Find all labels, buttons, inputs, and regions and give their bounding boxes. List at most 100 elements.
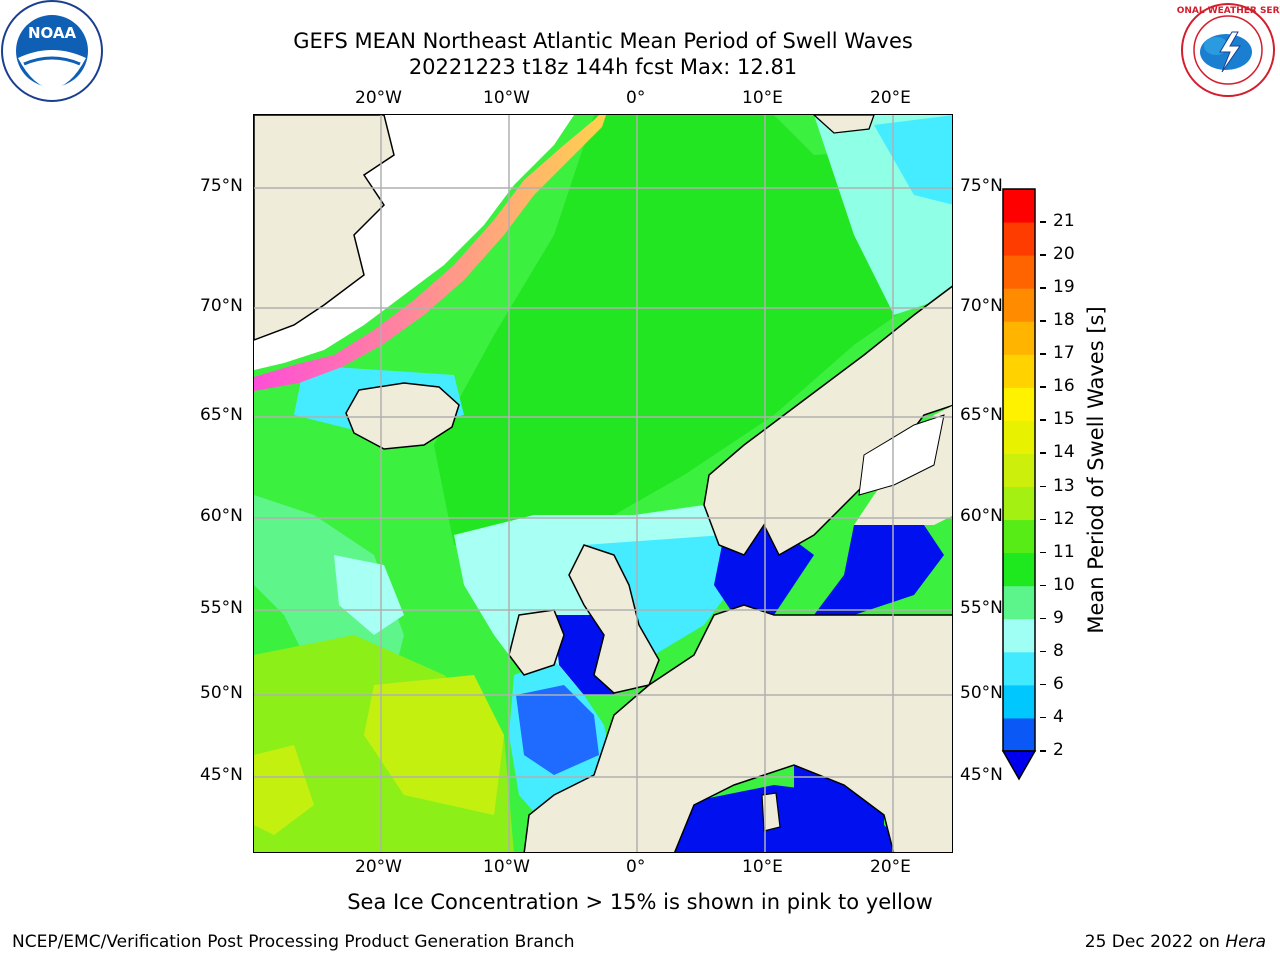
- swell-zone-southwest-edge: [254, 745, 314, 835]
- colorbar-tick-mark: [1040, 386, 1046, 388]
- swell-zone-north: [434, 115, 952, 545]
- colorbar-tick-mark: [1040, 287, 1046, 289]
- colorbar-swatch: [1003, 321, 1035, 355]
- colorbar-tick-mark: [1040, 518, 1046, 521]
- lon-label-bottom-0: 0°: [626, 857, 646, 877]
- colorbar-tick-mark: [1040, 419, 1046, 421]
- colorbar-swatch: [1003, 486, 1035, 521]
- colorbar-tick-label: 10: [1053, 574, 1075, 595]
- footer-host: Hera: [1225, 932, 1266, 952]
- swell-zone-biscay: [516, 685, 599, 775]
- swell-zone-west-pale: [334, 555, 404, 635]
- lon-label-top-0: 0°: [626, 88, 646, 108]
- lon-label-bottom-10w: 10°W: [483, 857, 530, 877]
- colorbar-swatch: [1003, 453, 1035, 488]
- colorbar-tick-mark: [1040, 551, 1046, 554]
- colorbar-label: Mean Period of Swell Waves [s]: [1084, 306, 1108, 634]
- colorbar-tick-label: 11: [1053, 541, 1075, 562]
- colorbar-swatch: [1003, 354, 1035, 388]
- colorbar-tick-label: 13: [1053, 475, 1075, 496]
- lat-label-left-50n: 50°N: [200, 683, 243, 703]
- iceland: [345, 382, 460, 450]
- corsica-sardinia: [761, 792, 781, 832]
- colorbar-tick-mark: [1040, 650, 1046, 653]
- colorbar-swatch: [1003, 585, 1035, 620]
- footer-right: 25 Dec 2022 on Hera: [1085, 932, 1266, 952]
- colorbar-tick-mark: [1040, 584, 1046, 587]
- colorbar-tick-label: 9: [1053, 607, 1064, 628]
- colorbar-tick-mark: [1040, 353, 1046, 355]
- noaa-logo-text: NOAA: [28, 24, 77, 42]
- colorbar-tick-label: 18: [1053, 310, 1075, 331]
- sea-ice-edge: [254, 115, 606, 391]
- colorbar-tick-label: 20: [1053, 244, 1075, 265]
- lon-label-top-10e: 10°E: [742, 88, 783, 108]
- footer-date: 25 Dec 2022 on: [1084, 932, 1226, 952]
- lon-label-bottom-20e: 20°E: [870, 857, 911, 877]
- lon-label-top-20w: 20°W: [355, 88, 402, 108]
- colorbar-tick-mark: [1040, 221, 1046, 223]
- lat-label-left-55n: 55°N: [200, 598, 243, 618]
- colorbar-swatch: [1003, 288, 1035, 322]
- nws-logo: NATIONAL WEATHER SERVICE: [1176, 3, 1280, 97]
- colorbar-tick-mark: [1040, 485, 1046, 488]
- colorbar-tick-mark: [1040, 254, 1046, 256]
- colorbar-extend-triangle: [1001, 750, 1037, 781]
- colorbar-swatch: [1003, 519, 1035, 554]
- continental-europe: [523, 604, 952, 852]
- colorbar-tick-label: 8: [1053, 640, 1064, 661]
- colorbar-frame: [1002, 188, 1036, 752]
- map-subtitle: 20221223 t18z 144h fcst Max: 12.81: [408, 55, 798, 79]
- colorbar-swatch: [1003, 255, 1035, 289]
- lat-label-left-75n: 75°N: [200, 176, 243, 196]
- lat-label-left-70n: 70°N: [200, 296, 243, 316]
- colorbar-tick-label: 16: [1053, 376, 1075, 397]
- colorbar-tick-mark: [1040, 750, 1046, 752]
- lat-label-left-65n: 65°N: [200, 405, 243, 425]
- lat-label-right-75n: 75°N: [960, 176, 1003, 196]
- colorbar-swatch: [1003, 717, 1035, 752]
- colorbar-swatch: [1003, 684, 1035, 719]
- colorbar-tick-label: 15: [1053, 409, 1075, 430]
- lat-label-left-60n: 60°N: [200, 506, 243, 526]
- sea-ice-note: Sea Ice Concentration > 15% is shown in …: [347, 890, 933, 914]
- lat-label-right-50n: 50°N: [960, 683, 1003, 703]
- lat-label-right-55n: 55°N: [960, 598, 1003, 618]
- graticule: [254, 115, 952, 852]
- colorbar-tick-mark: [1040, 452, 1046, 454]
- lon-label-bottom-10e: 10°E: [742, 857, 783, 877]
- map-panel: [253, 114, 953, 853]
- svalbard: [813, 115, 875, 134]
- colorbar-tick-label: 14: [1053, 442, 1075, 463]
- lon-label-top-20e: 20°E: [870, 88, 911, 108]
- nws-logo-text: NATIONAL WEATHER SERVICE: [1176, 6, 1280, 16]
- swell-zone-southwest-peak: [364, 675, 504, 815]
- colorbar-tick-mark: [1040, 716, 1046, 719]
- lat-label-right-60n: 60°N: [960, 506, 1003, 526]
- map-title: GEFS MEAN Northeast Atlantic Mean Period…: [293, 29, 913, 53]
- colorbar-swatch: [1003, 618, 1035, 653]
- colorbar-tick-label: 4: [1053, 706, 1064, 727]
- noaa-logo: NOAA: [1, 0, 103, 102]
- lat-label-left-45n: 45°N: [200, 765, 243, 785]
- colorbar-tick-label: 6: [1053, 673, 1064, 694]
- colorbar-tick-mark: [1040, 617, 1046, 620]
- lon-label-top-10w: 10°W: [483, 88, 530, 108]
- colorbar-swatch: [1003, 222, 1035, 256]
- lat-label-right-65n: 65°N: [960, 405, 1003, 425]
- colorbar-tick-mark: [1040, 683, 1046, 686]
- colorbar-tick-label: 21: [1053, 211, 1075, 232]
- colorbar-swatch: [1003, 387, 1035, 421]
- colorbar: [1001, 188, 1037, 781]
- greenland-landmass: [254, 115, 395, 341]
- colorbar-swatch: [1003, 552, 1035, 587]
- colorbar-swatch: [1003, 651, 1035, 686]
- footer-left: NCEP/EMC/Verification Post Processing Pr…: [12, 932, 575, 952]
- colorbar-tick-label: 12: [1053, 508, 1075, 529]
- colorbar-tick-label: 19: [1053, 277, 1075, 298]
- colorbar-swatch: [1003, 420, 1035, 454]
- swell-zone-baltic: [814, 525, 944, 615]
- colorbar-swatch: [1003, 189, 1035, 223]
- colorbar-tick-label: 17: [1053, 343, 1075, 364]
- colorbar-tick-label: 2: [1053, 740, 1064, 760]
